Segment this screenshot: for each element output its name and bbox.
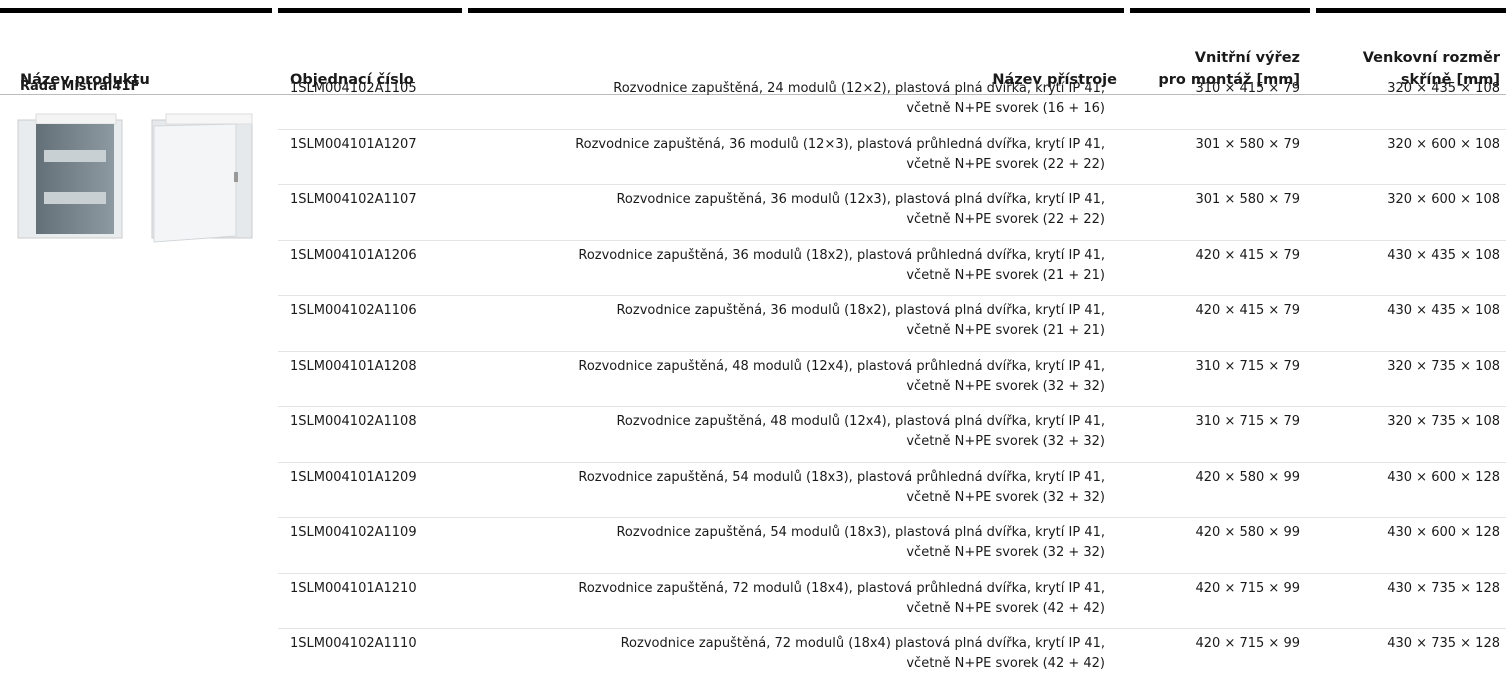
outer-size: 430 × 435 × 108 (1387, 247, 1500, 263)
top-rule (468, 8, 1124, 13)
inner-size: 310 × 715 × 79 (1195, 414, 1300, 429)
order-number: 1SLM004102A1107 (290, 192, 417, 207)
outer-size: 430 × 600 × 128 (1387, 469, 1500, 485)
device-name: Rozvodnice zapuštěná, 54 modulů (18x3), … (578, 469, 1105, 485)
device-name: Rozvodnice zapuštěná, 48 modulů (12x4), … (578, 358, 1105, 374)
row-separator (278, 628, 1506, 629)
device-name: včetně N+PE svorek (21 + 21) (906, 267, 1105, 283)
header-label: pro montáž [mm] (1158, 72, 1300, 88)
row-separator (278, 295, 1506, 296)
device-name: včetně N+PE svorek (32 + 32) (906, 545, 1105, 560)
device-name: včetně N+PE svorek (42 + 42) (906, 600, 1105, 616)
device-name: Rozvodnice zapuštěná, 36 modulů (12×3), … (575, 136, 1105, 152)
device-name: včetně N+PE svorek (16 + 16) (906, 101, 1105, 116)
row-separator (278, 239, 1506, 241)
header-label: Venkovní rozměr (1362, 50, 1500, 66)
inner-size: 420 × 415 × 79 (1195, 303, 1300, 318)
top-rule (0, 8, 272, 13)
inner-size: 420 × 715 × 99 (1195, 636, 1300, 651)
order-number: 1SLM004101A1210 (290, 580, 417, 596)
order-number: 1SLM004101A1207 (290, 136, 417, 152)
order-number: 1SLM004102A1108 (290, 414, 417, 429)
header-label: Objednací číslo (290, 72, 414, 88)
device-name: Rozvodnice zapuštěná, 36 modulů (18x2), … (616, 303, 1105, 318)
device-name: Rozvodnice zapuštěná, 54 modulů (18x3), … (616, 525, 1105, 540)
outer-size: 320 × 600 × 108 (1387, 136, 1500, 152)
outer-size: 430 × 600 × 128 (1387, 525, 1500, 540)
row-separator (278, 461, 1506, 463)
outer-size: 320 × 735 × 108 (1387, 358, 1500, 374)
outer-size: 430 × 735 × 128 (1387, 580, 1500, 596)
order-number: 1SLM004102A1106 (290, 303, 417, 318)
inner-size: 301 × 580 × 79 (1195, 192, 1300, 207)
header-label: Název produktu (20, 72, 150, 88)
outer-size: 320 × 735 × 108 (1387, 414, 1500, 429)
row-separator (278, 572, 1506, 574)
header-label: skříně [mm] (1400, 72, 1500, 88)
device-name: včetně N+PE svorek (42 + 42) (906, 656, 1105, 671)
device-name: Rozvodnice zapuštěná, 48 modulů (12x4), … (616, 414, 1105, 429)
top-rule (1130, 8, 1310, 13)
device-name: Rozvodnice zapuštěná, 72 modulů (18x4) p… (620, 636, 1105, 651)
top-rule (278, 8, 462, 13)
row-separator (278, 184, 1506, 185)
row-separator (278, 128, 1506, 130)
inner-size: 301 × 580 × 79 (1195, 136, 1300, 152)
order-number: 1SLM004101A1206 (290, 247, 417, 263)
order-number: 1SLM004102A1110 (290, 636, 417, 651)
inner-size: 420 × 415 × 79 (1195, 247, 1300, 263)
inner-size: 310 × 415 × 79 (1195, 81, 1300, 96)
device-name: včetně N+PE svorek (22 + 22) (906, 156, 1105, 172)
order-number: 1SLM004101A1209 (290, 469, 417, 485)
row-separator (278, 406, 1506, 407)
header-rule (0, 94, 1506, 95)
order-number: 1SLM004102A1105 (290, 81, 417, 96)
device-name: Rozvodnice zapuštěná, 36 modulů (18x2), … (578, 247, 1105, 263)
device-name: včetně N+PE svorek (32 + 32) (906, 378, 1105, 394)
device-name: včetně N+PE svorek (32 + 32) (906, 489, 1105, 505)
inner-size: 420 × 580 × 99 (1195, 525, 1300, 540)
order-number: 1SLM004101A1208 (290, 358, 417, 374)
outer-size: 430 × 435 × 108 (1387, 303, 1500, 318)
device-name: včetně N+PE svorek (32 + 32) (906, 434, 1105, 449)
inner-size: 310 × 715 × 79 (1195, 358, 1300, 374)
device-name: včetně N+PE svorek (21 + 21) (906, 323, 1105, 338)
outer-size: 320 × 435 × 108 (1387, 81, 1500, 96)
row-separator (278, 350, 1506, 352)
outer-size: 320 × 600 × 108 (1387, 192, 1500, 207)
inner-size: 420 × 715 × 99 (1195, 580, 1300, 596)
device-name: Rozvodnice zapuštěná, 72 modulů (18x4), … (578, 580, 1105, 596)
header-label: Název přístroje (992, 72, 1117, 88)
device-name: Rozvodnice zapuštěná, 24 modulů (12×2), … (613, 81, 1105, 96)
order-number: 1SLM004102A1109 (290, 525, 417, 540)
device-name: Rozvodnice zapuštěná, 36 modulů (12x3), … (616, 192, 1105, 207)
product-images (17, 113, 253, 243)
device-name: včetně N+PE svorek (22 + 22) (906, 212, 1105, 227)
outer-size: 430 × 735 × 128 (1387, 636, 1500, 651)
series-name: Řada Mistral41F (20, 79, 140, 94)
top-rule (1316, 8, 1506, 13)
row-separator (278, 517, 1506, 518)
inner-size: 420 × 580 × 99 (1195, 469, 1300, 485)
header-label: Vnitřní výřez (1194, 50, 1300, 66)
